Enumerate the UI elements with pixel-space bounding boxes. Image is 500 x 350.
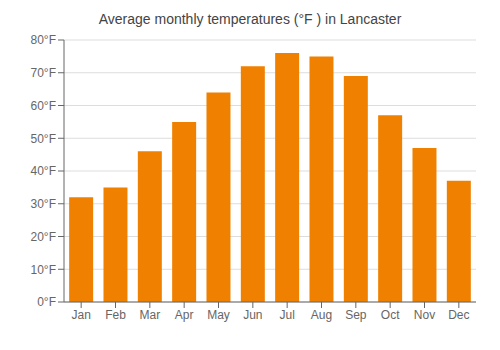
svg-text:Dec: Dec [448, 308, 469, 322]
svg-text:50°F: 50°F [31, 132, 56, 146]
svg-text:Apr: Apr [175, 308, 194, 322]
svg-text:Jan: Jan [71, 308, 90, 322]
svg-text:Jun: Jun [243, 308, 262, 322]
svg-text:Mar: Mar [139, 308, 160, 322]
svg-text:80°F: 80°F [31, 33, 56, 47]
svg-text:Sep: Sep [345, 308, 367, 322]
svg-text:0°F: 0°F [37, 295, 56, 309]
svg-text:30°F: 30°F [31, 197, 56, 211]
svg-text:Feb: Feb [105, 308, 126, 322]
svg-text:40°F: 40°F [31, 164, 56, 178]
svg-text:Oct: Oct [381, 308, 400, 322]
svg-text:20°F: 20°F [31, 230, 56, 244]
svg-text:Aug: Aug [311, 308, 332, 322]
svg-text:10°F: 10°F [31, 263, 56, 277]
svg-text:70°F: 70°F [31, 66, 56, 80]
svg-text:60°F: 60°F [31, 99, 56, 113]
html-text:Average monthly temperatures (: Average monthly temperatures (°F ) in La… [98, 11, 402, 27]
svg-text:May: May [207, 308, 230, 322]
svg-text:Nov: Nov [414, 308, 435, 322]
svg-text:Jul: Jul [279, 308, 294, 322]
